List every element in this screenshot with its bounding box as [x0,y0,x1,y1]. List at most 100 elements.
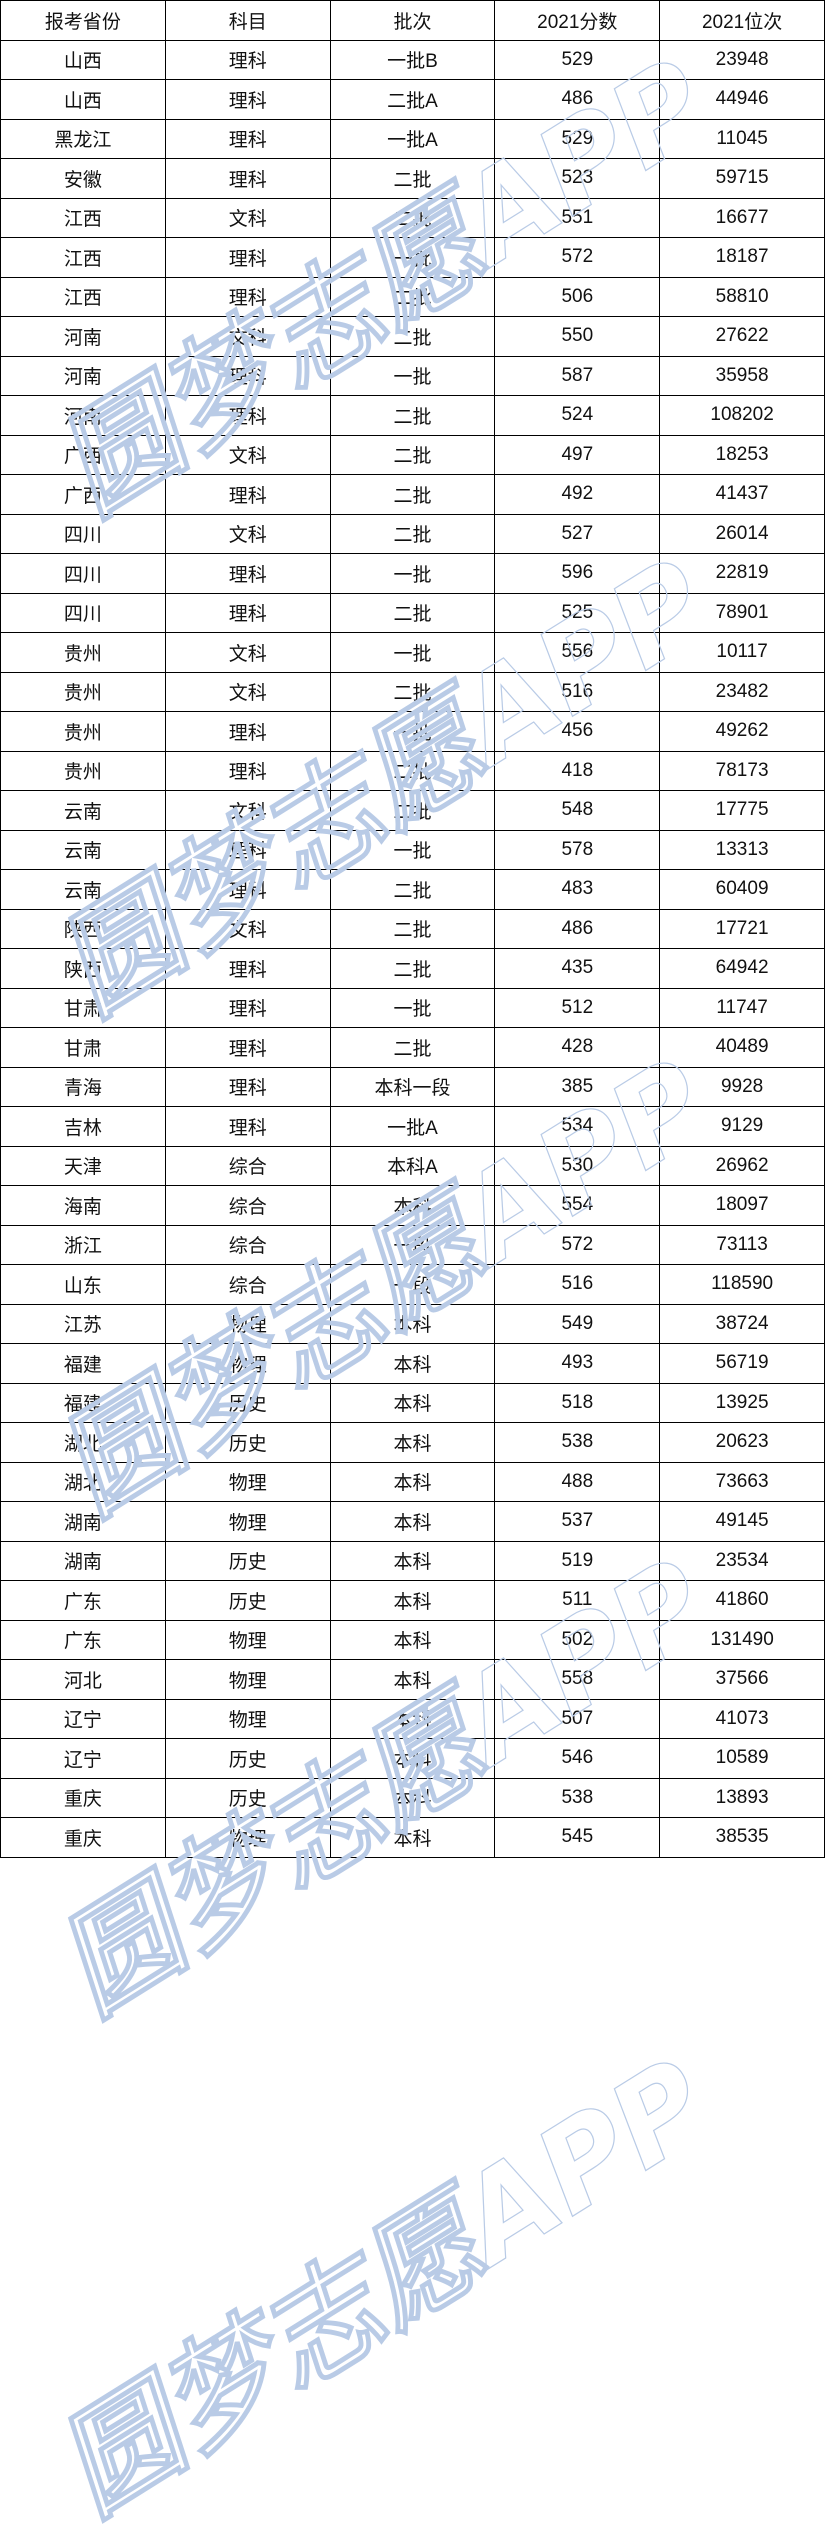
cell-province: 陕西 [0,948,166,989]
cell-batch: 一批 [329,553,496,594]
table-row: 湖北 历史 本科 538 20623 [0,1422,825,1463]
cell-province: 江西 [0,237,166,278]
cell-rank: 13925 [659,1382,825,1423]
cell-rank: 40489 [659,1027,825,1068]
cell-score: 529 [494,118,661,159]
cell-batch: 本科 [329,1659,496,1700]
cell-score: 549 [494,1303,661,1344]
cell-batch: 本科 [329,1738,496,1779]
watermark: 圆梦志愿APP [34,2032,733,2540]
cell-score: 587 [494,355,661,396]
cell-province: 云南 [0,869,166,910]
table-row: 四川 文科 二批 527 26014 [0,513,825,554]
cell-subject: 文科 [164,316,331,357]
cell-rank: 49262 [659,711,825,752]
cell-subject: 物理 [164,1501,331,1542]
table-row: 河南 理科 一批 587 35958 [0,355,825,396]
table-row: 山西 理科 二批A 486 44946 [0,79,825,120]
cell-province: 四川 [0,513,166,554]
cell-province: 浙江 [0,1224,166,1265]
cell-batch: 二批 [329,869,496,910]
cell-rank: 23948 [659,39,825,80]
cell-score: 572 [494,1224,661,1265]
table-row: 四川 理科 一批 596 22819 [0,553,825,594]
table-row: 甘肃 理科 一批 512 11747 [0,987,825,1028]
table-row: 云南 理科 一批 578 13313 [0,829,825,870]
cell-subject: 文科 [164,197,331,238]
cell-score: 548 [494,790,661,831]
header-batch: 批次 [329,0,496,41]
cell-province: 四川 [0,592,166,633]
table-row: 云南 理科 二批 483 60409 [0,869,825,910]
cell-score: 511 [494,1580,661,1621]
cell-subject: 物理 [164,1343,331,1384]
cell-province: 云南 [0,790,166,831]
cell-subject: 理科 [164,1027,331,1068]
cell-subject: 物理 [164,1698,331,1739]
cell-subject: 物理 [164,1461,331,1502]
cell-score: 596 [494,553,661,594]
cell-subject: 理科 [164,869,331,910]
table-row: 陕西 文科 二批 486 17721 [0,908,825,949]
cell-subject: 文科 [164,632,331,673]
table-row: 浙江 综合 一段 572 73113 [0,1224,825,1265]
cell-subject: 理科 [164,1066,331,1107]
cell-score: 493 [494,1343,661,1384]
table-row: 贵州 文科 二批 516 23482 [0,671,825,712]
cell-subject: 文科 [164,790,331,831]
cell-score: 502 [494,1619,661,1660]
cell-rank: 11747 [659,987,825,1028]
cell-batch: 本科 [329,1422,496,1463]
cell-province: 湖南 [0,1540,166,1581]
cell-rank: 44946 [659,79,825,120]
cell-score: 435 [494,948,661,989]
table-row: 四川 理科 二批 525 78901 [0,592,825,633]
cell-rank: 9129 [659,1106,825,1147]
table-row: 吉林 理科 一批A 534 9129 [0,1106,825,1147]
cell-batch: 二批A [329,79,496,120]
cell-batch: 本科 [329,1382,496,1423]
cell-subject: 物理 [164,1817,331,1858]
cell-province: 吉林 [0,1106,166,1147]
cell-subject: 历史 [164,1540,331,1581]
table-row: 甘肃 理科 二批 428 40489 [0,1027,825,1068]
cell-score: 527 [494,513,661,554]
cell-subject: 理科 [164,276,331,317]
cell-batch: 本科 [329,1501,496,1542]
cell-province: 江西 [0,276,166,317]
cell-subject: 理科 [164,79,331,120]
cell-score: 428 [494,1027,661,1068]
cell-province: 山东 [0,1264,166,1305]
cell-rank: 10589 [659,1738,825,1779]
cell-province: 湖北 [0,1422,166,1463]
cell-rank: 23482 [659,671,825,712]
cell-rank: 18187 [659,237,825,278]
cell-score: 507 [494,1698,661,1739]
cell-province: 甘肃 [0,1027,166,1068]
cell-batch: 二批 [329,750,496,791]
cell-batch: 二批 [329,434,496,475]
cell-province: 黑龙江 [0,118,166,159]
cell-score: 525 [494,592,661,633]
cell-score: 512 [494,987,661,1028]
cell-subject: 理科 [164,118,331,159]
cell-score: 486 [494,79,661,120]
cell-rank: 18253 [659,434,825,475]
cell-batch: 本科 [329,1619,496,1660]
table-row: 贵州 理科 二批 418 78173 [0,750,825,791]
table-row: 湖南 物理 本科 537 49145 [0,1501,825,1542]
table-row: 黑龙江 理科 一批A 529 11045 [0,118,825,159]
cell-rank: 18097 [659,1185,825,1226]
cell-batch: 二批 [329,513,496,554]
cell-province: 贵州 [0,750,166,791]
cell-subject: 理科 [164,948,331,989]
header-province: 报考省份 [0,0,166,41]
cell-score: 538 [494,1422,661,1463]
cell-rank: 17775 [659,790,825,831]
cell-subject: 文科 [164,908,331,949]
cell-rank: 131490 [659,1619,825,1660]
cell-province: 河南 [0,395,166,436]
cell-rank: 26014 [659,513,825,554]
cell-rank: 59715 [659,158,825,199]
table-row: 广东 历史 本科 511 41860 [0,1580,825,1621]
